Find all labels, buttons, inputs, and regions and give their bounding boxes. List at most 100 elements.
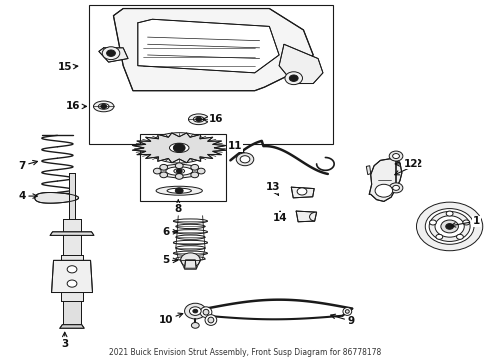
- Circle shape: [175, 174, 183, 179]
- Text: 9: 9: [331, 314, 355, 326]
- Polygon shape: [99, 48, 128, 62]
- Ellipse shape: [173, 219, 207, 223]
- Text: 14: 14: [273, 211, 288, 222]
- Text: 8: 8: [174, 200, 182, 213]
- Text: 16: 16: [203, 114, 223, 124]
- Ellipse shape: [159, 164, 200, 178]
- Ellipse shape: [166, 167, 193, 175]
- Ellipse shape: [343, 307, 352, 315]
- Circle shape: [196, 117, 202, 121]
- Ellipse shape: [205, 315, 217, 325]
- Ellipse shape: [173, 240, 207, 245]
- Text: 1: 1: [451, 216, 480, 227]
- Ellipse shape: [98, 104, 109, 109]
- Circle shape: [197, 168, 205, 174]
- Ellipse shape: [181, 256, 200, 264]
- Ellipse shape: [174, 168, 185, 174]
- Polygon shape: [63, 219, 81, 255]
- Circle shape: [191, 165, 198, 170]
- Circle shape: [67, 266, 77, 273]
- Ellipse shape: [176, 246, 205, 250]
- Polygon shape: [51, 260, 93, 293]
- Circle shape: [436, 234, 443, 239]
- Text: 2: 2: [395, 159, 421, 175]
- Text: 7: 7: [18, 161, 37, 171]
- Circle shape: [107, 50, 116, 57]
- Circle shape: [430, 220, 437, 225]
- Circle shape: [392, 154, 399, 158]
- Ellipse shape: [194, 116, 204, 122]
- Circle shape: [446, 224, 454, 229]
- Polygon shape: [61, 255, 83, 301]
- Text: 2021 Buick Envision Strut Assembly, Front Susp Diagram for 86778178: 2021 Buick Envision Strut Assembly, Fron…: [109, 348, 381, 357]
- Ellipse shape: [189, 114, 209, 125]
- Circle shape: [160, 172, 168, 178]
- Circle shape: [191, 172, 198, 178]
- Text: 10: 10: [158, 313, 183, 325]
- Circle shape: [173, 144, 185, 152]
- Circle shape: [289, 75, 298, 81]
- Circle shape: [441, 220, 459, 233]
- Polygon shape: [35, 193, 78, 203]
- Circle shape: [153, 168, 161, 174]
- Circle shape: [416, 202, 483, 251]
- Polygon shape: [138, 19, 279, 73]
- Ellipse shape: [156, 186, 202, 195]
- Polygon shape: [369, 158, 402, 202]
- Circle shape: [101, 104, 107, 109]
- Text: 11: 11: [228, 141, 244, 153]
- Bar: [140, 134, 225, 202]
- Ellipse shape: [173, 230, 207, 234]
- Circle shape: [375, 184, 392, 197]
- Polygon shape: [291, 187, 314, 198]
- Circle shape: [190, 307, 201, 315]
- Polygon shape: [114, 9, 313, 91]
- Polygon shape: [185, 260, 196, 268]
- Circle shape: [463, 220, 470, 225]
- Circle shape: [175, 163, 183, 168]
- Circle shape: [240, 156, 250, 163]
- Circle shape: [297, 188, 307, 195]
- Ellipse shape: [167, 188, 192, 193]
- Text: 5: 5: [162, 255, 178, 265]
- Circle shape: [285, 72, 302, 85]
- Circle shape: [389, 183, 403, 193]
- Ellipse shape: [345, 310, 349, 313]
- Circle shape: [185, 303, 206, 319]
- Circle shape: [160, 165, 168, 170]
- Ellipse shape: [170, 143, 189, 153]
- Circle shape: [435, 216, 464, 237]
- Ellipse shape: [176, 256, 205, 261]
- Polygon shape: [69, 173, 75, 219]
- Ellipse shape: [200, 307, 212, 318]
- Ellipse shape: [147, 133, 211, 163]
- Circle shape: [457, 234, 464, 239]
- Ellipse shape: [176, 224, 205, 229]
- Text: 6: 6: [162, 227, 178, 237]
- Circle shape: [181, 253, 200, 267]
- Text: 3: 3: [61, 332, 68, 349]
- Polygon shape: [296, 211, 317, 222]
- Circle shape: [392, 185, 399, 190]
- Circle shape: [429, 211, 470, 242]
- Circle shape: [193, 309, 198, 313]
- Text: 4: 4: [18, 191, 37, 201]
- Text: 15: 15: [57, 63, 78, 72]
- Ellipse shape: [176, 235, 205, 239]
- Polygon shape: [367, 166, 371, 175]
- Polygon shape: [132, 133, 226, 163]
- Ellipse shape: [208, 317, 214, 323]
- Circle shape: [389, 151, 403, 161]
- Circle shape: [175, 188, 183, 194]
- Text: 16: 16: [66, 102, 87, 111]
- Circle shape: [425, 208, 474, 244]
- Circle shape: [67, 280, 77, 287]
- Ellipse shape: [203, 309, 209, 315]
- Ellipse shape: [94, 101, 114, 112]
- Polygon shape: [50, 232, 94, 235]
- Circle shape: [236, 153, 254, 166]
- Circle shape: [102, 47, 120, 60]
- Polygon shape: [60, 325, 84, 328]
- Circle shape: [176, 169, 182, 173]
- Text: 12: 12: [395, 159, 418, 169]
